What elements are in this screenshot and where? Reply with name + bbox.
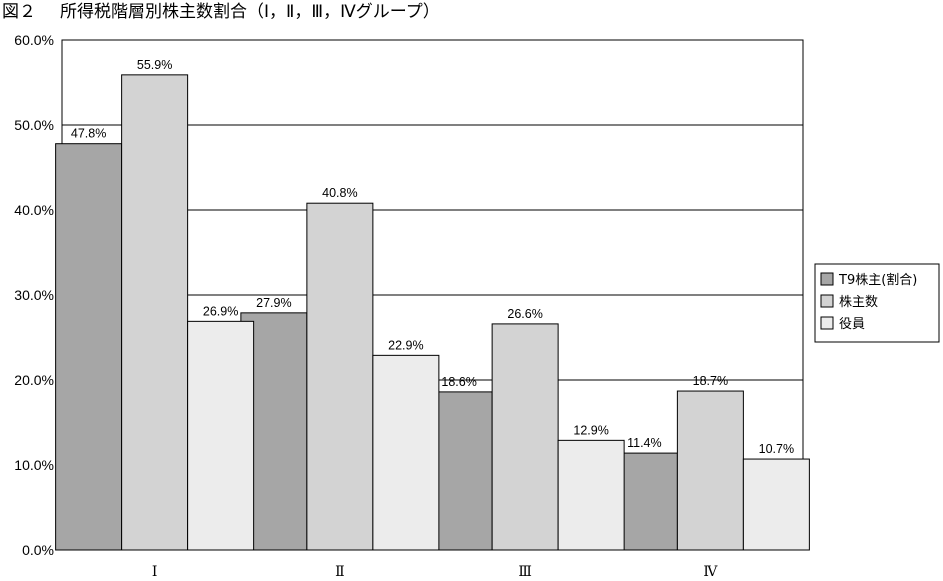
figure-number: 図２ [2, 2, 36, 22]
data-label: 11.4% [627, 436, 662, 450]
figure-title-text: 所得税階層別株主数割合（Ⅰ，Ⅱ，Ⅲ，Ⅳグループ） [60, 2, 440, 22]
bar [187, 320, 255, 551]
legend-label: T9株主(割合) [838, 272, 917, 288]
legend [814, 263, 940, 343]
data-label: 26.9% [203, 304, 238, 318]
legend-swatch [820, 294, 834, 308]
legend-label: 役員 [839, 317, 865, 332]
data-label: 10.7% [759, 442, 794, 456]
bar [557, 439, 625, 551]
data-label: 27.9% [256, 296, 291, 310]
y-tick-label: 30.0% [14, 287, 54, 303]
legend-swatch [820, 272, 834, 286]
bar [742, 458, 810, 551]
data-label: 18.6% [441, 375, 476, 389]
bar [121, 74, 189, 551]
bar [55, 143, 123, 551]
bar [491, 323, 559, 551]
legend-swatch [820, 316, 834, 330]
y-tick-label: 60.0% [14, 32, 54, 48]
data-label: 18.7% [693, 374, 728, 388]
data-label: 47.8% [71, 127, 106, 141]
x-tick-label: Ⅰ [152, 564, 158, 580]
data-label: 22.9% [388, 338, 423, 352]
y-tick-label: 50.0% [14, 117, 54, 133]
data-label: 55.9% [137, 58, 172, 72]
data-label: 40.8% [322, 186, 357, 200]
x-tick-label: Ⅳ [703, 564, 718, 580]
bar [676, 390, 744, 551]
y-tick-label: 0.0% [22, 542, 54, 558]
y-tick-label: 20.0% [14, 372, 54, 388]
bar [372, 354, 440, 551]
y-tick-label: 10.0% [14, 457, 54, 473]
data-label: 12.9% [573, 423, 608, 437]
x-tick-label: Ⅲ [518, 564, 532, 580]
data-label: 26.6% [507, 307, 542, 321]
figure-title: 図２ 所得税階層別株主数割合（Ⅰ，Ⅱ，Ⅲ，Ⅳグループ） [2, 1, 440, 23]
bar [306, 202, 374, 551]
x-tick-label: Ⅱ [335, 564, 345, 580]
legend-label: 株主数 [839, 295, 878, 310]
y-tick-label: 40.0% [14, 202, 54, 218]
